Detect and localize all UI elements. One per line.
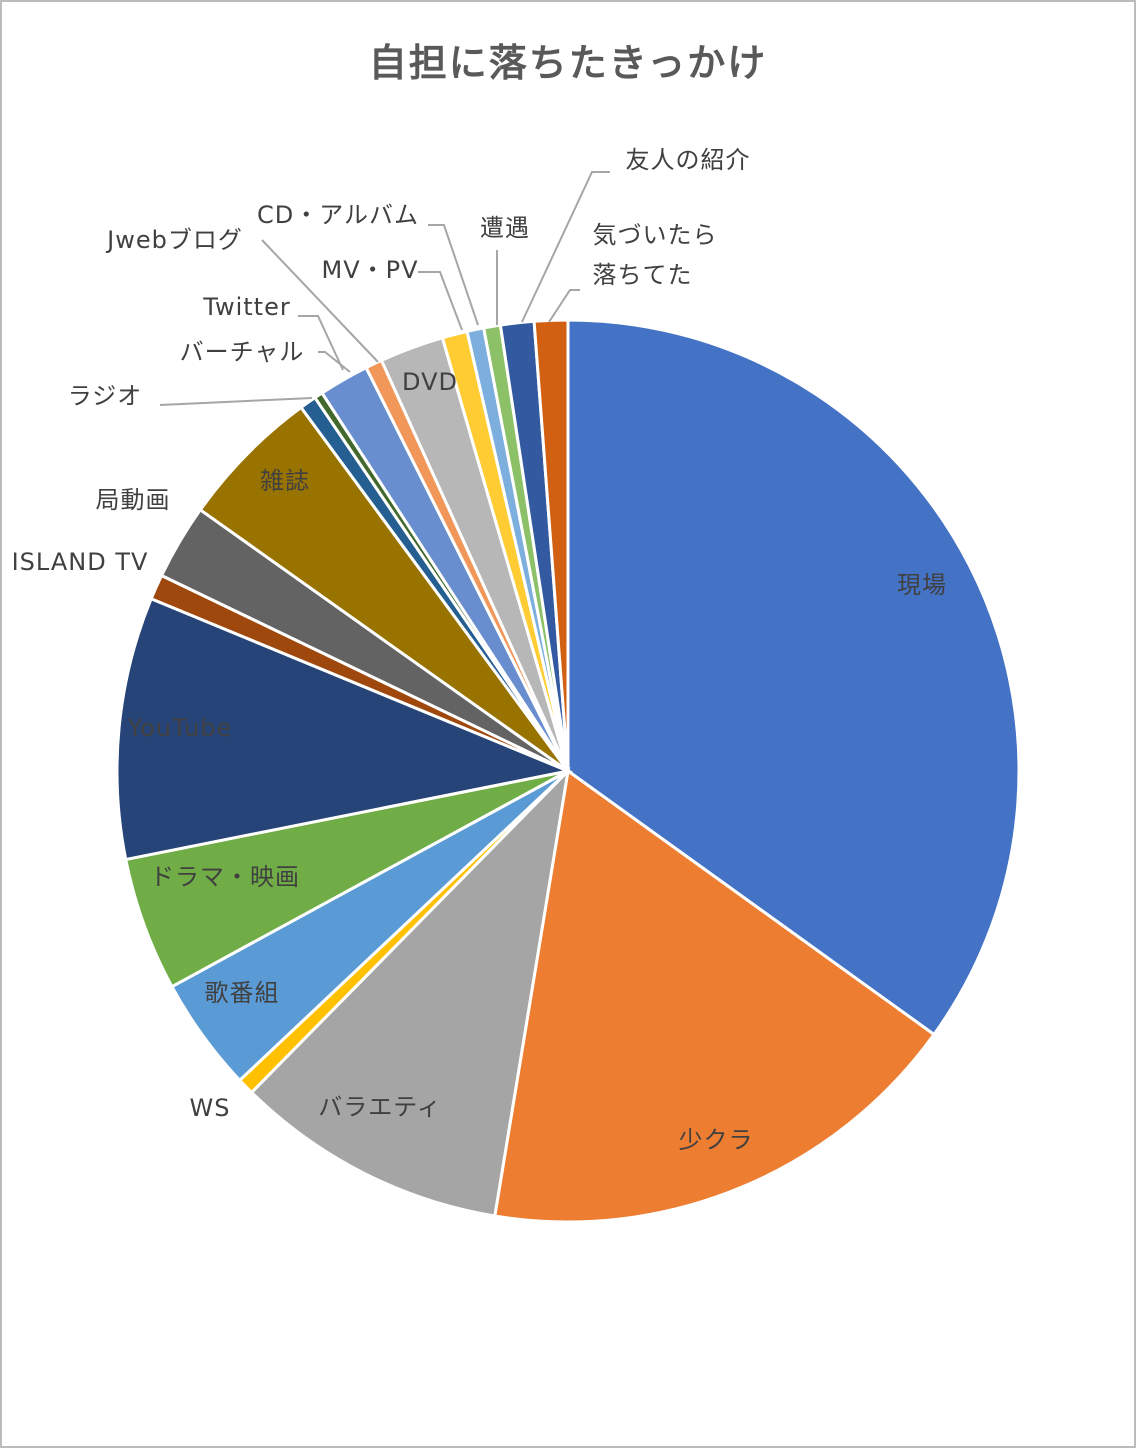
leader-line bbox=[428, 224, 479, 326]
slice-label: 遭遇 bbox=[480, 214, 530, 242]
leader-line bbox=[298, 315, 344, 371]
leader-line bbox=[521, 171, 610, 323]
slice-label: 歌番組 bbox=[204, 979, 280, 1007]
slice-label: 気づいたら 落ちてた bbox=[592, 221, 718, 289]
slice-label: 局動画 bbox=[95, 486, 171, 514]
slice-label: ISLAND TV bbox=[11, 548, 149, 576]
leader-line bbox=[261, 239, 379, 363]
slice-label: バラエティ bbox=[318, 1093, 442, 1121]
chart-title: 自担に落ちたきっかけ bbox=[368, 41, 768, 85]
slice-label: Twitter bbox=[203, 293, 291, 321]
slice-label: 雑誌 bbox=[260, 467, 310, 495]
slice-label: CD・アルバム bbox=[257, 201, 419, 229]
slice-label: Jwebブログ bbox=[107, 226, 243, 254]
slice-label: ラジオ bbox=[67, 382, 143, 410]
leader-line bbox=[418, 271, 463, 331]
pie-slice bbox=[115, 596, 574, 862]
slice-label: 現場 bbox=[897, 571, 947, 599]
pie-slice bbox=[493, 768, 937, 1224]
slice-label: 少クラ bbox=[678, 1126, 754, 1154]
pie-slice bbox=[249, 766, 571, 1218]
slice-label: バーチャル bbox=[179, 338, 305, 366]
leader-line bbox=[548, 289, 580, 323]
pie-slice bbox=[198, 405, 570, 773]
slice-label: YouTube bbox=[127, 714, 233, 742]
slice-label: MV・PV bbox=[321, 256, 419, 284]
leader-line bbox=[159, 397, 313, 406]
slice-label: 友人の紹介 bbox=[625, 146, 751, 174]
pie-slice bbox=[566, 318, 1021, 1037]
slice-label: DVD bbox=[402, 368, 458, 396]
slice-label: WS bbox=[189, 1094, 231, 1122]
slice-label: ドラマ・映画 bbox=[150, 863, 300, 891]
